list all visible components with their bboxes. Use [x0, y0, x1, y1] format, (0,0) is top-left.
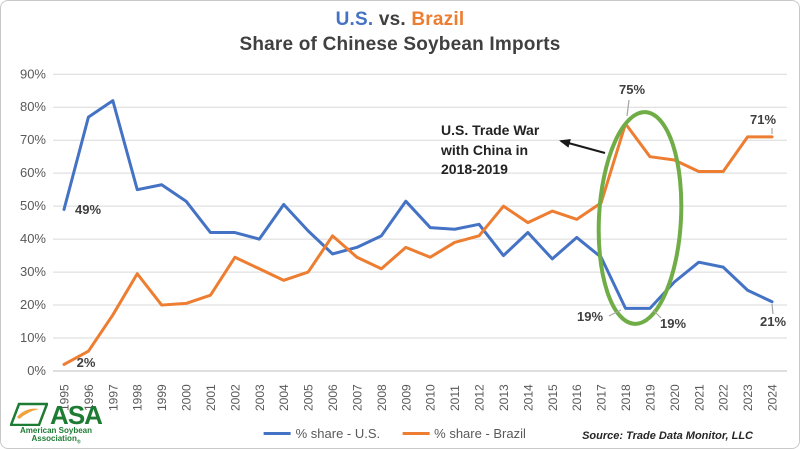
asa-flag-icon: [10, 403, 49, 427]
series-line: [62, 99, 774, 310]
trade-war-annotation: U.S. Trade War with China in 2018-2019: [441, 121, 571, 180]
label-leader-line: [652, 309, 662, 319]
us-legend-line-icon: [263, 432, 291, 435]
legend-label-us: % share - U.S.: [295, 426, 381, 441]
x-axis-tick: 2000: [180, 384, 194, 411]
trade-war-line3: 2018-2019: [441, 161, 508, 177]
label-leader-line: [771, 303, 774, 315]
data-point-label: 2%: [77, 355, 96, 370]
x-axis-tick: 2014: [521, 384, 535, 411]
data-point-label: 19%: [577, 309, 603, 324]
legend-item-brazil: % share - Brazil: [402, 426, 526, 441]
x-axis-tick: 1997: [106, 384, 120, 411]
x-axis-tick: 2009: [399, 384, 413, 411]
x-axis-tick: 2007: [350, 384, 364, 411]
highlight-ellipse: [596, 110, 684, 326]
x-axis-tick: 2021: [692, 384, 706, 411]
x-axis-tick: 2018: [619, 384, 633, 411]
legend-item-us: % share - U.S.: [263, 426, 381, 441]
label-leader-line: [626, 99, 630, 117]
x-axis-tick: 2004: [277, 384, 291, 411]
asa-name-line2: Association: [31, 434, 77, 444]
x-axis-tick: 2001: [204, 384, 218, 411]
trade-war-line2: with China in: [441, 141, 529, 158]
x-axis-tick: 1996: [82, 384, 96, 411]
annotation-arrow: [559, 139, 606, 155]
x-axis-tick: 2006: [326, 384, 340, 411]
x-axis-tick: 2003: [253, 384, 267, 411]
x-axis-tick: 2005: [302, 384, 316, 411]
brazil-legend-line-icon: [402, 432, 430, 435]
asa-name-line1: American Soybean: [19, 426, 93, 436]
data-point-label: 21%: [760, 314, 786, 329]
asa-name: American Soybean Association®: [8, 427, 104, 447]
label-leader-line: [608, 309, 622, 317]
x-axis-tick: 2008: [375, 384, 389, 411]
data-point-label: 49%: [75, 202, 101, 217]
asa-acronym: ASA: [50, 400, 103, 431]
chart-subtitle: Share of Chinese Soybean Imports: [239, 34, 561, 55]
x-axis-tick: 2015: [546, 384, 560, 411]
asa-logo-row: ASA: [8, 400, 104, 431]
x-axis-tick: 2022: [717, 384, 731, 411]
y-axis-tick: 50%: [20, 198, 46, 213]
x-axis-tick: 2017: [595, 384, 609, 411]
data-point-label: 19%: [660, 316, 686, 331]
y-axis-tick: 0%: [27, 363, 46, 378]
source-credit: Source: Trade Data Monitor, LLC: [582, 430, 753, 442]
x-axis-tick: 1995: [58, 384, 72, 411]
legend-label-brazil: % share - Brazil: [434, 426, 526, 441]
x-axis-tick: 1998: [131, 384, 145, 411]
y-axis-tick: 70%: [20, 132, 46, 147]
title-us: U.S.: [335, 9, 374, 30]
title-brazil: Brazil: [411, 9, 465, 30]
y-axis-tick: 20%: [20, 297, 46, 312]
asa-logo: ASA American Soybean Association®: [8, 402, 104, 447]
x-axis-tick: 1999: [155, 384, 169, 411]
x-axis-tick: 2024: [766, 384, 780, 411]
x-axis-tick: 2013: [497, 384, 511, 411]
y-axis-tick: 30%: [20, 264, 46, 279]
x-axis-tick: 2002: [228, 384, 242, 411]
registered-mark: ®: [76, 440, 81, 446]
chart-legend: % share - U.S. % share - Brazil: [263, 426, 526, 441]
trade-war-line1: U.S. Trade War: [441, 122, 540, 138]
y-axis-tick: 10%: [20, 330, 46, 345]
x-axis-tick: 2019: [643, 384, 657, 411]
data-point-label: 75%: [619, 82, 645, 97]
y-axis-tick: 60%: [20, 165, 46, 180]
y-axis-tick: 40%: [20, 231, 46, 246]
x-axis-tick: 2011: [448, 385, 462, 411]
x-axis-tick: 2016: [570, 384, 584, 411]
title-vs: vs.: [378, 9, 406, 30]
x-axis-tick: 2010: [424, 384, 438, 411]
x-axis-tick: 2023: [741, 384, 755, 411]
y-axis-tick: 90%: [20, 66, 46, 81]
chart-title: U.S. vs. Brazil: [1, 9, 799, 31]
data-point-label: 71%: [750, 112, 776, 127]
y-axis-tick: 80%: [20, 99, 46, 114]
x-axis-tick: 2020: [668, 384, 682, 411]
x-axis-tick: 2012: [473, 384, 487, 411]
series-line: [62, 122, 774, 366]
